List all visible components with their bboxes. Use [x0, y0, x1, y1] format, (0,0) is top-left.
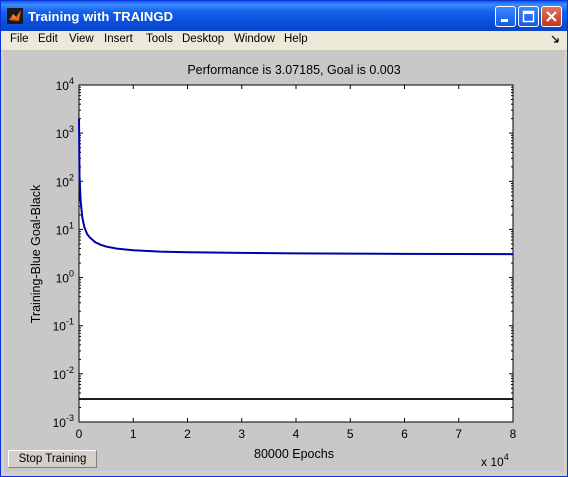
- y-tick-label: 10-3: [53, 413, 74, 430]
- y-tick-label: 102: [56, 172, 74, 189]
- x-tick-label: 1: [130, 427, 137, 441]
- menu-insert[interactable]: Insert: [104, 33, 133, 45]
- maximize-button[interactable]: [518, 6, 539, 27]
- x-tick-label: 4: [293, 427, 300, 441]
- series-layer: [78, 118, 514, 400]
- x-tick-label: 8: [510, 427, 517, 441]
- matlab-app-icon: [7, 8, 23, 24]
- x-tick-label: 5: [347, 427, 354, 441]
- minimize-icon: [501, 19, 508, 22]
- stop-training-button[interactable]: Stop Training: [8, 450, 97, 468]
- x-axis-multiplier: x 104: [481, 452, 509, 469]
- title-bar[interactable]: Training with TRAINGD: [1, 1, 567, 31]
- training-performance-plot: Performance is 3.07185, Goal is 0.003 10…: [29, 63, 517, 469]
- chart-title: Performance is 3.07185, Goal is 0.003: [187, 63, 400, 77]
- menu-desktop[interactable]: Desktop: [182, 33, 225, 45]
- y-tick-label: 100: [56, 269, 74, 286]
- menu-bar: File Edit View Insert Tools Desktop Wind…: [1, 31, 567, 51]
- menu-file[interactable]: File: [10, 33, 29, 45]
- menu-view[interactable]: View: [69, 33, 94, 45]
- y-axis-label: Training-Blue Goal-Black: [29, 184, 43, 323]
- y-tick-label: 103: [56, 124, 74, 141]
- menu-help[interactable]: Help: [284, 33, 308, 45]
- y-tick-label: 10-1: [53, 317, 74, 334]
- close-icon: [546, 11, 557, 22]
- x-tick-label: 6: [401, 427, 408, 441]
- x-tick-label: 7: [455, 427, 462, 441]
- x-multiplier-exponent: 4: [504, 452, 509, 462]
- menu-edit[interactable]: Edit: [38, 33, 58, 45]
- minimize-button[interactable]: [495, 6, 516, 27]
- x-axis-label: 80000 Epochs: [254, 447, 334, 461]
- x-tick-label: 2: [184, 427, 191, 441]
- close-button[interactable]: [541, 6, 562, 27]
- dock-arrow-icon[interactable]: [551, 34, 561, 44]
- menu-tools[interactable]: Tools: [146, 33, 173, 45]
- y-tick-label: 104: [56, 76, 74, 93]
- y-tick-label: 10-2: [53, 365, 74, 382]
- y-axis: 10-3 10-2 10-1 100 101 102 103 104: [53, 76, 513, 430]
- x-multiplier-base: x 10: [481, 455, 504, 469]
- x-axis: 0 1 2 3 4 5 6 7 8: [76, 85, 517, 441]
- y-tick-label: 101: [56, 220, 74, 237]
- window-title: Training with TRAINGD: [28, 9, 174, 24]
- x-tick-label: 0: [76, 427, 83, 441]
- x-tick-label: 3: [238, 427, 245, 441]
- menu-window[interactable]: Window: [234, 33, 275, 45]
- figure-canvas: Performance is 3.07185, Goal is 0.003 10…: [4, 51, 564, 471]
- maximize-icon: [522, 10, 535, 23]
- training-performance-line: [78, 118, 514, 256]
